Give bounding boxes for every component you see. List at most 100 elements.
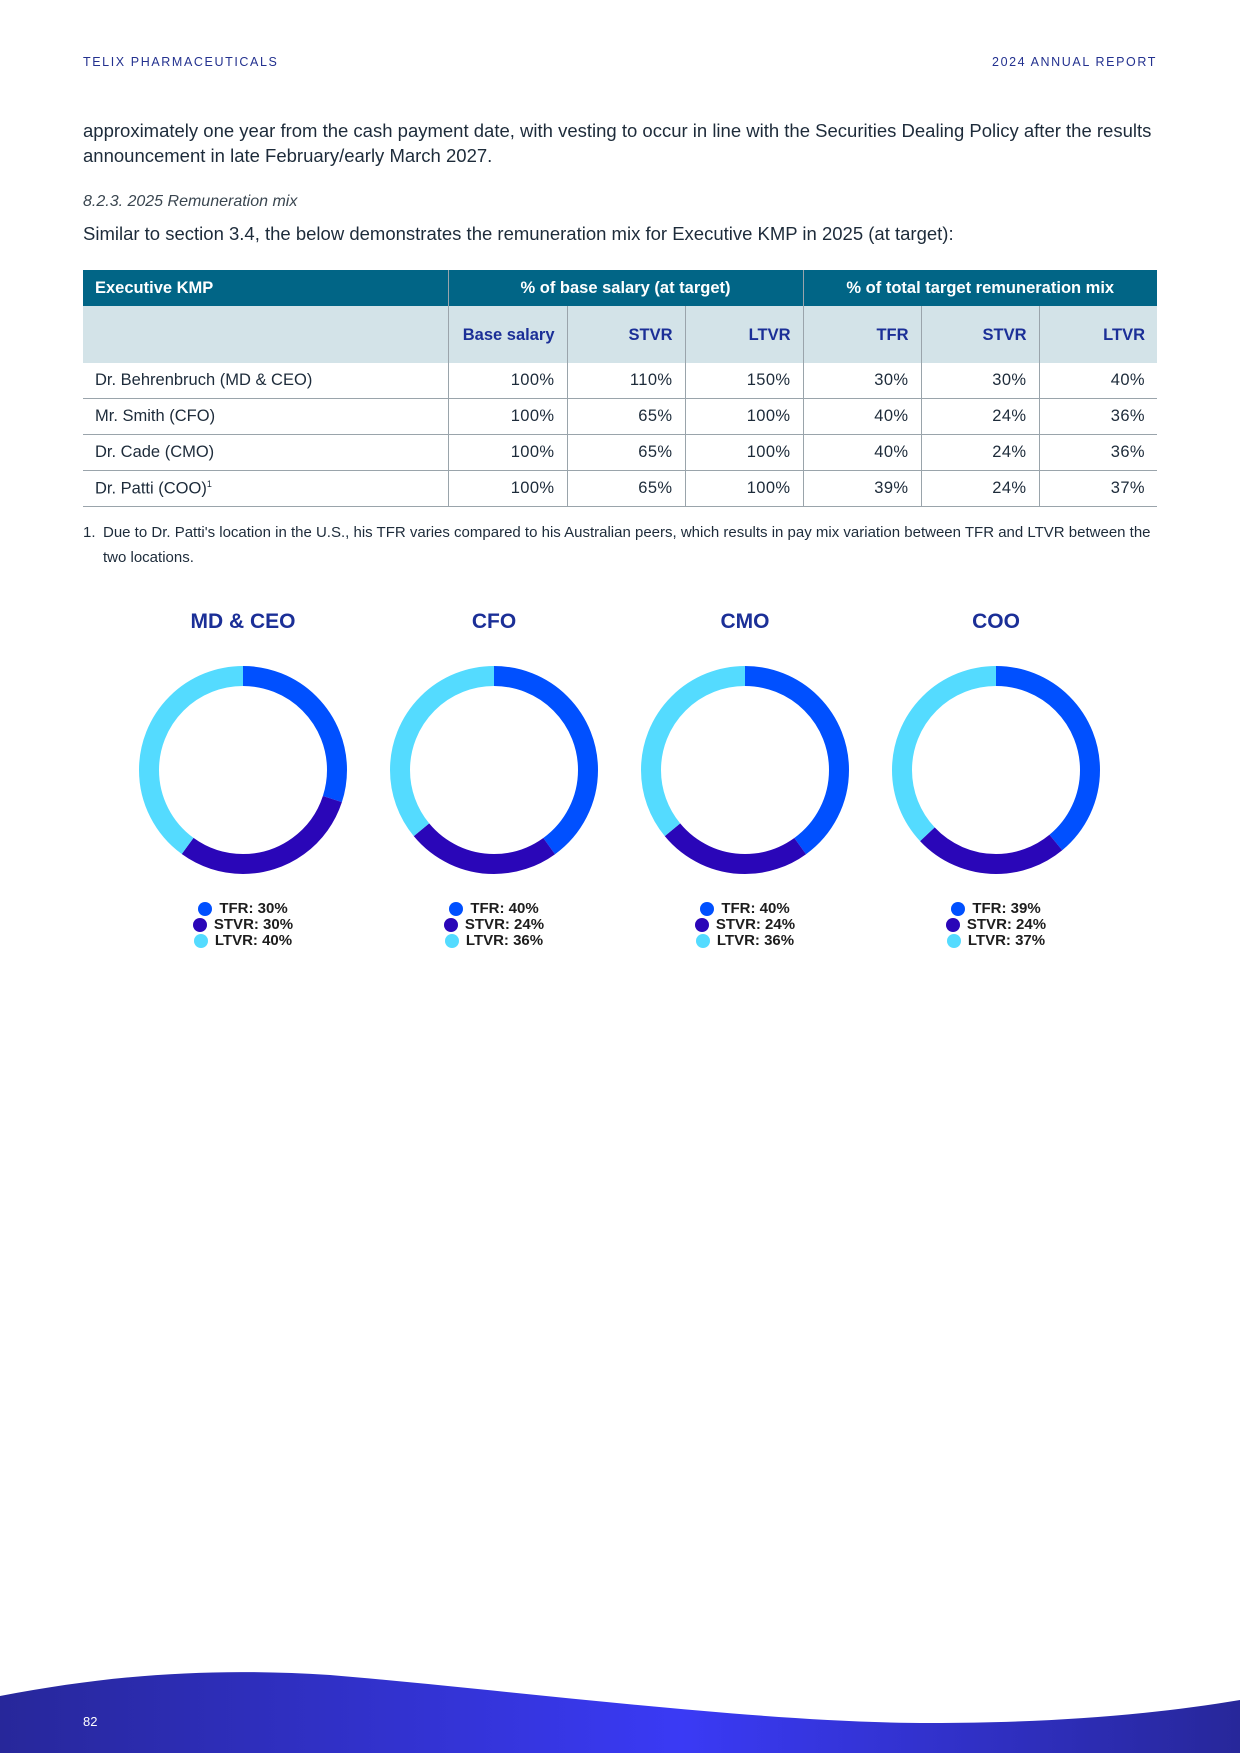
legend-dot-icon bbox=[695, 934, 710, 948]
legend-item: TFR: 39% bbox=[876, 901, 1116, 917]
legend-label: TFR: 40% bbox=[470, 900, 539, 917]
legend-item: TFR: 30% bbox=[123, 901, 363, 917]
legend-item: LTVR: 36% bbox=[625, 933, 865, 949]
table-cell: 40% bbox=[803, 434, 922, 471]
executive-name: Dr. Cade (CMO) bbox=[83, 434, 449, 471]
subheader-ltvr: LTVR bbox=[685, 306, 804, 363]
footnote: 1. Due to Dr. Patti's location in the U.… bbox=[83, 520, 1153, 570]
subheader-blank bbox=[83, 306, 449, 363]
page-number: 82 bbox=[83, 1714, 98, 1729]
legend-dot-icon bbox=[193, 934, 208, 948]
legend-dot-icon bbox=[449, 902, 464, 916]
legend-item: STVR: 30% bbox=[123, 917, 363, 933]
table-cell: 24% bbox=[921, 398, 1040, 435]
table-cell: 100% bbox=[685, 470, 804, 507]
table-cell: 65% bbox=[567, 398, 686, 435]
donut-segment-stvr bbox=[641, 666, 849, 874]
subheader-base-salary: Base salary bbox=[448, 306, 568, 363]
table-cell: 30% bbox=[921, 363, 1040, 399]
table-row: Mr. Smith (CFO) 100% 65% 100% 40% 24% 36% bbox=[83, 398, 1158, 435]
executive-name: Dr. Patti (COO)1 bbox=[83, 470, 449, 507]
table-cell: 40% bbox=[1039, 363, 1158, 399]
header-total-mix-group: % of total target remuneration mix bbox=[803, 270, 1158, 306]
legend-label: TFR: 39% bbox=[972, 900, 1041, 917]
footer-wave bbox=[0, 1672, 1240, 1753]
remuneration-table: Executive KMP % of base salary (at targe… bbox=[83, 270, 1158, 507]
table-cell: 37% bbox=[1039, 470, 1158, 507]
legend-label: TFR: 40% bbox=[721, 900, 790, 917]
table-cell: 100% bbox=[448, 363, 568, 399]
legend-dot-icon bbox=[192, 918, 207, 932]
subheader-tfr: TFR bbox=[803, 306, 922, 363]
table-cell: 65% bbox=[567, 434, 686, 471]
header-executive-kmp: Executive KMP bbox=[83, 270, 449, 306]
legend: TFR: 30% STVR: 30% LTVR: 40% bbox=[123, 901, 363, 949]
table-cell: 36% bbox=[1039, 434, 1158, 471]
donut-segment-ltvr bbox=[641, 666, 849, 874]
legend-item: LTVR: 40% bbox=[123, 933, 363, 949]
header-report-title: 2024 ANNUAL REPORT bbox=[992, 55, 1157, 69]
table-cell: 100% bbox=[685, 434, 804, 471]
legend-label: LTVR: 36% bbox=[465, 932, 544, 949]
legend: TFR: 39% STVR: 24% LTVR: 37% bbox=[876, 901, 1116, 949]
donut-chart-coo: COO TFR: 39% STVR: 24% LTVR: 37% bbox=[876, 605, 1116, 949]
donut-chart-md-ceo: MD & CEO TFR: 30% STVR: 30% LTVR: 40% bbox=[123, 605, 363, 949]
legend-item: STVR: 24% bbox=[876, 917, 1116, 933]
section-intro: Similar to section 3.4, the below demons… bbox=[83, 223, 954, 244]
table-row: Dr. Cade (CMO) 100% 65% 100% 40% 24% 36% bbox=[83, 434, 1158, 471]
legend-dot-icon bbox=[443, 918, 458, 932]
table-cell: 100% bbox=[448, 434, 568, 471]
chart-title: MD & CEO bbox=[190, 610, 296, 633]
executive-name: Mr. Smith (CFO) bbox=[83, 398, 449, 435]
legend-dot-icon bbox=[946, 934, 961, 948]
table-cell: 39% bbox=[803, 470, 922, 507]
legend-dot-icon bbox=[951, 902, 966, 916]
legend-dot-icon bbox=[700, 902, 715, 916]
legend-dot-icon bbox=[444, 934, 459, 948]
table-cell: 40% bbox=[803, 398, 922, 435]
donut bbox=[390, 666, 598, 874]
donut-segment-stvr bbox=[390, 666, 598, 874]
legend-label: STVR: 24% bbox=[966, 916, 1047, 933]
donut-segment-stvr bbox=[892, 666, 1100, 874]
donut bbox=[139, 666, 347, 874]
legend-item: STVR: 24% bbox=[374, 917, 614, 933]
legend-label: TFR: 30% bbox=[219, 900, 288, 917]
donut-segment-ltvr bbox=[139, 666, 347, 874]
legend-label: LTVR: 36% bbox=[716, 932, 795, 949]
intro-paragraph: approximately one year from the cash pay… bbox=[83, 120, 1152, 166]
subheader-stvr: STVR bbox=[567, 306, 686, 363]
legend-dot-icon bbox=[945, 918, 960, 932]
header-base-salary-group: % of base salary (at target) bbox=[448, 270, 804, 306]
legend-label: STVR: 24% bbox=[464, 916, 545, 933]
footnote-ref: 1 bbox=[206, 478, 212, 489]
legend-dot-icon bbox=[198, 902, 213, 916]
donut bbox=[892, 666, 1100, 874]
donut-segment-ltvr bbox=[892, 666, 1100, 874]
table-cell: 24% bbox=[921, 470, 1040, 507]
section-heading: 8.2.3. 2025 Remuneration mix bbox=[83, 193, 298, 210]
donut-chart-cfo: CFO TFR: 40% STVR: 24% LTVR: 36% bbox=[374, 605, 614, 949]
donut-segment-ltvr bbox=[390, 666, 598, 874]
table-cell: 100% bbox=[685, 398, 804, 435]
legend-label: STVR: 24% bbox=[715, 916, 796, 933]
table-cell: 100% bbox=[448, 470, 568, 507]
table-cell: 150% bbox=[685, 363, 804, 399]
legend-label: STVR: 30% bbox=[213, 916, 294, 933]
subheader-stvr-mix: STVR bbox=[921, 306, 1040, 363]
legend-dot-icon bbox=[694, 918, 709, 932]
donut-chart-cmo: CMO TFR: 40% STVR: 24% LTVR: 36% bbox=[625, 605, 865, 949]
legend-item: STVR: 24% bbox=[625, 917, 865, 933]
legend-item: LTVR: 37% bbox=[876, 933, 1116, 949]
table-cell: 36% bbox=[1039, 398, 1158, 435]
table-row: Dr. Behrenbruch (MD & CEO) 100% 110% 150% 30… bbox=[83, 363, 1158, 399]
subheader-ltvr-mix: LTVR bbox=[1039, 306, 1158, 363]
legend: TFR: 40% STVR: 24% LTVR: 36% bbox=[374, 901, 614, 949]
footnote-number: 1. bbox=[83, 524, 96, 541]
chart-title: COO bbox=[972, 610, 1020, 633]
chart-title: CFO bbox=[471, 610, 517, 633]
donut bbox=[641, 666, 849, 874]
table-cell: 65% bbox=[567, 470, 686, 507]
table-row: Dr. Patti (COO)1 100% 65% 100% 39% 24% 37% bbox=[83, 470, 1158, 507]
table-cell: 30% bbox=[803, 363, 922, 399]
